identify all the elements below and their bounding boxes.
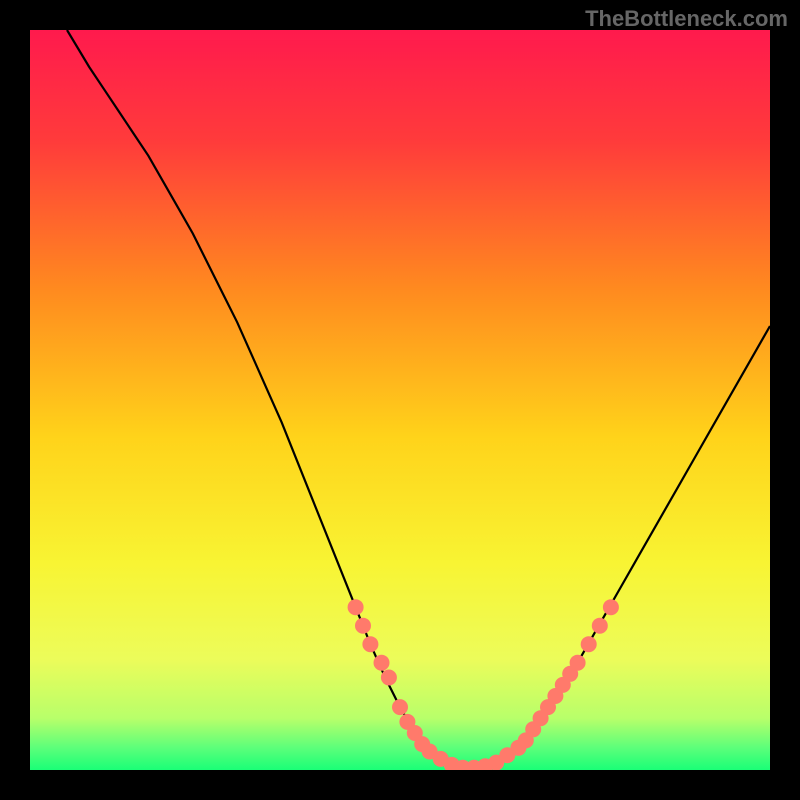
marker-point xyxy=(374,655,390,671)
marker-point xyxy=(355,618,371,634)
marker-point xyxy=(381,670,397,686)
marker-point xyxy=(581,636,597,652)
marker-point xyxy=(392,699,408,715)
plot-area xyxy=(30,30,770,770)
watermark-text: TheBottleneck.com xyxy=(585,6,788,32)
bottleneck-chart xyxy=(30,30,770,770)
marker-point xyxy=(348,599,364,615)
gradient-background xyxy=(30,30,770,770)
marker-point xyxy=(603,599,619,615)
marker-point xyxy=(570,655,586,671)
marker-point xyxy=(362,636,378,652)
marker-point xyxy=(592,618,608,634)
